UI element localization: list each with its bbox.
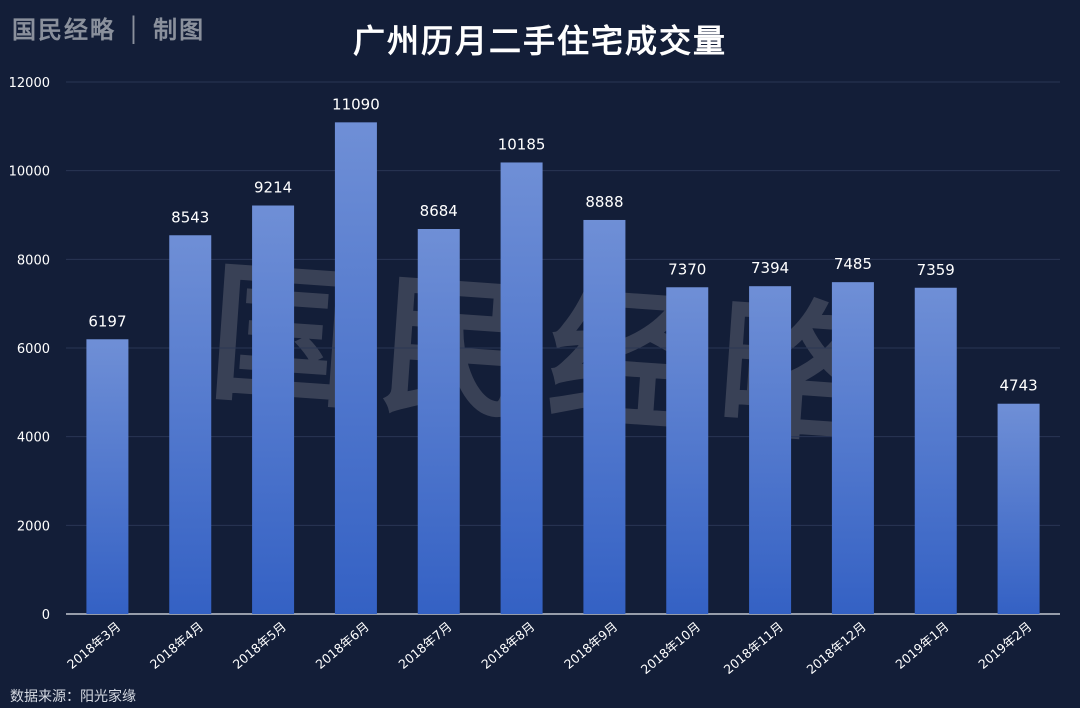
- bar: [334, 122, 377, 615]
- bar: [500, 162, 543, 614]
- bar-value-label: 6197: [88, 312, 126, 330]
- y-tick-label: 0: [42, 608, 50, 623]
- data-source-note: 数据来源：阳光家缘: [10, 689, 136, 705]
- bar-value-label: 7359: [917, 261, 955, 279]
- x-tick-label: 2018年7月: [395, 619, 454, 672]
- bars: [86, 122, 1040, 615]
- x-tick-label: 2018年6月: [313, 619, 372, 672]
- x-tick-label: 2018年4月: [147, 619, 206, 672]
- y-tick-label: 4000: [17, 431, 50, 446]
- y-tick-label: 10000: [9, 165, 50, 180]
- y-tick-label: 8000: [17, 253, 50, 268]
- x-axis-ticks: 2018年3月 2018年4月 2018年5月 2018年6月 2018年7月 2018年…: [64, 619, 1034, 677]
- bar-value-label: 11090: [332, 95, 380, 113]
- x-tick-label: 2018年9月: [561, 619, 620, 672]
- bar: [749, 286, 792, 614]
- bar: [417, 229, 460, 614]
- bar: [831, 282, 874, 614]
- gridlines: [66, 81, 1060, 615]
- bar-value-label: 7485: [834, 255, 872, 273]
- data-labels: 6197 8543 9214 11090 8684 10185 8888 7370 7394 74…: [88, 95, 1037, 394]
- bar: [86, 339, 129, 614]
- bar: [252, 205, 295, 614]
- bar: [583, 219, 626, 614]
- bar-value-label: 8684: [420, 202, 458, 220]
- x-tick-label: 2018年8月: [478, 619, 537, 672]
- y-axis-ticks: 0 2000 4000 6000 8000 10000 12000: [9, 76, 50, 623]
- bar-value-label: 7370: [668, 260, 706, 278]
- bar-value-label: 7394: [751, 259, 789, 277]
- chart-title: 广州历月二手住宅成交量: [352, 22, 727, 60]
- x-tick-label: 2019年1月: [892, 619, 951, 672]
- bar: [666, 287, 709, 614]
- bar-value-label: 8543: [171, 208, 209, 226]
- bar-value-label: 9214: [254, 179, 292, 197]
- y-tick-label: 6000: [17, 342, 50, 357]
- x-tick-label: 2019年2月: [975, 619, 1034, 672]
- bar: [169, 235, 212, 615]
- bar-value-label: 4743: [999, 377, 1037, 395]
- x-tick-label: 2018年11月: [721, 619, 786, 677]
- x-tick-label: 2018年10月: [638, 619, 703, 677]
- brand-logo-text: 国民经略 │ 制图: [12, 15, 206, 44]
- bar: [914, 287, 957, 614]
- bar-value-label: 10185: [498, 135, 546, 153]
- x-tick-label: 2018年5月: [230, 619, 289, 672]
- bar-value-label: 8888: [585, 193, 623, 211]
- x-tick-label: 2018年3月: [64, 619, 123, 672]
- y-tick-label: 12000: [9, 76, 50, 91]
- x-tick-label: 2018年12月: [803, 619, 868, 677]
- bar: [997, 403, 1040, 614]
- y-tick-label: 2000: [17, 519, 50, 534]
